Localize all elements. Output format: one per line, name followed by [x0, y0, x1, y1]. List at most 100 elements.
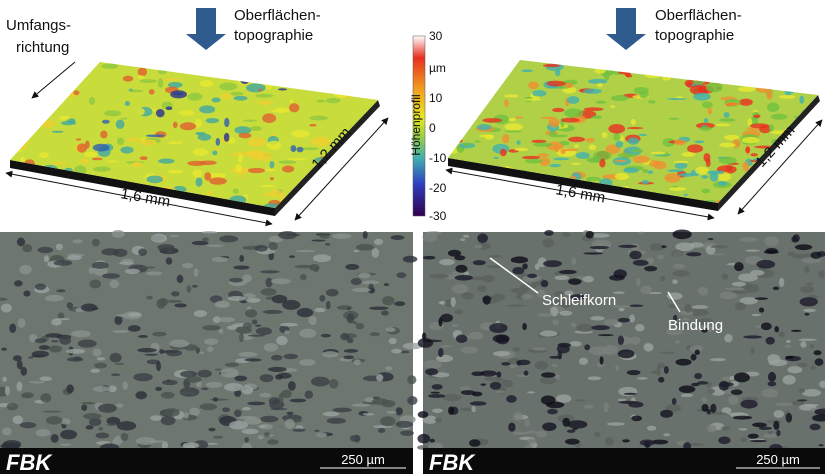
texture-spot [210, 399, 228, 401]
texture-spot [486, 95, 490, 102]
texture-spot [569, 341, 581, 346]
texture-spot [194, 268, 199, 277]
texture-spot [119, 261, 134, 265]
texture-spot [556, 394, 571, 402]
texture-spot [344, 174, 360, 179]
texture-spot [591, 115, 602, 118]
texture-spot [754, 187, 772, 192]
texture-spot [149, 89, 155, 94]
texture-spot [49, 162, 67, 164]
texture-spot [352, 403, 371, 406]
texture-spot [742, 162, 749, 172]
texture-spot [293, 428, 306, 431]
texture-spot [114, 316, 122, 325]
texture-spot [425, 368, 438, 375]
texture-spot [491, 64, 509, 67]
texture-spot [169, 340, 189, 348]
texture-spot [785, 356, 794, 359]
texture-spot [271, 278, 291, 284]
texture-spot [11, 205, 18, 212]
texture-spot [489, 323, 507, 333]
texture-spot [197, 370, 211, 378]
texture-spot [246, 83, 266, 92]
texture-spot [315, 61, 332, 70]
texture-spot [731, 63, 737, 66]
texture-spot [276, 336, 287, 345]
texture-spot [739, 428, 748, 430]
texture-spot [269, 161, 274, 168]
texture-spot [260, 416, 278, 423]
texture-spot [66, 349, 85, 354]
texture-spot [803, 309, 815, 312]
texture-spot [316, 433, 327, 438]
texture-spot [599, 58, 604, 64]
texture-spot [279, 393, 284, 403]
texture-spot [456, 177, 475, 184]
texture-spot [604, 71, 610, 81]
texture-spot [511, 256, 528, 263]
texture-spot [81, 158, 89, 164]
texture-spot [308, 65, 319, 72]
texture-spot [225, 363, 239, 367]
texture-spot [644, 266, 657, 271]
colorbar-tick: -10 [429, 151, 447, 165]
texture-spot [170, 90, 187, 98]
texture-spot [222, 407, 230, 412]
texture-spot [618, 401, 637, 404]
texture-spot [649, 160, 660, 167]
texture-spot [504, 99, 509, 107]
texture-spot [805, 313, 810, 316]
texture-spot [440, 345, 452, 347]
texture-spot [125, 101, 130, 106]
texture-spot [117, 421, 136, 430]
texture-spot [18, 71, 24, 73]
texture-spot [715, 123, 730, 126]
texture-spot [796, 183, 814, 192]
texture-spot [207, 346, 214, 351]
texture-spot [243, 322, 252, 328]
texture-spot [460, 238, 465, 241]
texture-spot [748, 434, 759, 439]
texture-spot [812, 89, 825, 96]
texture-spot [553, 135, 568, 138]
texture-spot [15, 129, 28, 132]
texture-spot [240, 76, 249, 84]
colorbar-title: Höhenprofil [409, 94, 423, 155]
texture-spot [255, 325, 261, 327]
texture-spot [164, 408, 180, 417]
texture-spot [745, 146, 750, 153]
texture-spot [298, 73, 317, 79]
texture-spot [469, 439, 481, 447]
texture-spot [202, 325, 221, 331]
texture-spot [92, 239, 100, 247]
texture-spot [126, 138, 140, 142]
texture-spot [311, 239, 325, 241]
texture-spot [238, 352, 257, 357]
texture-spot [313, 254, 331, 262]
texture-spot [262, 113, 276, 123]
texture-spot [635, 324, 645, 332]
texture-spot [429, 274, 449, 279]
texture-spot [329, 379, 339, 389]
texture-spot [787, 366, 802, 373]
texture-spot [543, 64, 560, 67]
texture-spot [270, 110, 288, 112]
texture-spot [536, 431, 548, 438]
texture-spot [728, 395, 738, 405]
texture-spot [648, 100, 656, 103]
texture-spot [524, 99, 542, 101]
texture-spot [73, 356, 81, 361]
texture-spot [149, 59, 159, 64]
texture-spot [17, 132, 27, 137]
texture-spot [157, 244, 174, 251]
texture-spot [123, 76, 133, 82]
texture-spot [768, 372, 776, 382]
texture-spot [6, 60, 17, 63]
texture-spot [745, 250, 759, 252]
texture-spot [691, 354, 697, 361]
texture-spot [668, 118, 679, 120]
texture-spot [182, 263, 194, 269]
texture-spot [32, 351, 49, 358]
texture-spot [667, 98, 686, 100]
texture-spot [146, 296, 153, 300]
